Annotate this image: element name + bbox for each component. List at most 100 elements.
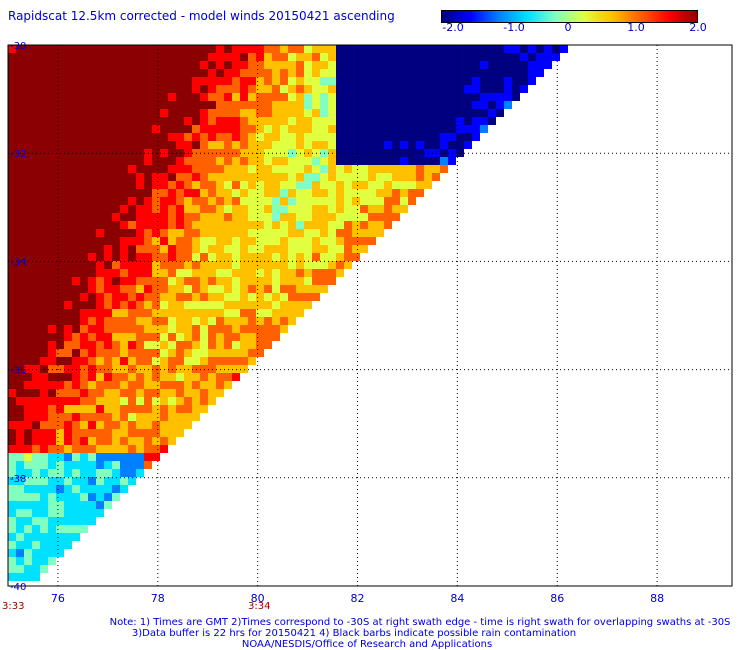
wind-difference-cell [328, 197, 336, 205]
wind-difference-cell [24, 181, 32, 189]
wind-difference-cell [64, 317, 72, 325]
wind-difference-cell [312, 173, 320, 181]
wind-difference-cell [136, 413, 144, 421]
wind-difference-cell [96, 301, 104, 309]
wind-difference-cell [80, 421, 88, 429]
x-tick-label: 78 [151, 592, 165, 605]
wind-difference-cell [40, 133, 48, 141]
wind-difference-cell [440, 45, 448, 53]
wind-difference-cell [112, 413, 120, 421]
wind-difference-cell [48, 69, 56, 77]
wind-difference-cell [408, 117, 416, 125]
wind-difference-cell [128, 333, 136, 341]
wind-difference-cell [232, 141, 240, 149]
wind-difference-cell [280, 277, 288, 285]
wind-difference-cell [416, 77, 424, 85]
wind-difference-cell [208, 373, 216, 381]
wind-difference-cell [304, 45, 312, 53]
wind-difference-cell [400, 205, 408, 213]
wind-difference-cell [160, 437, 168, 445]
wind-difference-cell [384, 141, 392, 149]
wind-difference-cell [304, 69, 312, 77]
wind-difference-cell [112, 213, 120, 221]
wind-difference-cell [136, 181, 144, 189]
wind-difference-cell [112, 45, 120, 53]
wind-difference-cell [344, 189, 352, 197]
wind-difference-cell [416, 181, 424, 189]
wind-difference-cell [32, 557, 40, 565]
wind-difference-cell [224, 165, 232, 173]
wind-difference-cell [144, 333, 152, 341]
wind-difference-cell [288, 205, 296, 213]
wind-difference-cell [184, 141, 192, 149]
wind-difference-cell [528, 53, 536, 61]
wind-difference-cell [384, 117, 392, 125]
wind-difference-cell [80, 117, 88, 125]
wind-difference-cell [88, 197, 96, 205]
wind-difference-cell [160, 133, 168, 141]
wind-difference-cell [152, 173, 160, 181]
wind-difference-cell [32, 277, 40, 285]
wind-difference-cell [16, 133, 24, 141]
wind-difference-cell [200, 141, 208, 149]
wind-difference-cell [64, 397, 72, 405]
wind-difference-cell [72, 61, 80, 69]
wind-difference-cell [352, 221, 360, 229]
wind-difference-cell [312, 133, 320, 141]
wind-difference-cell [144, 189, 152, 197]
wind-difference-cell [64, 381, 72, 389]
wind-difference-cell [424, 165, 432, 173]
wind-difference-cell [128, 293, 136, 301]
wind-difference-cell [152, 445, 160, 453]
wind-difference-cell [168, 405, 176, 413]
wind-difference-cell [272, 109, 280, 117]
wind-difference-cell [208, 173, 216, 181]
wind-difference-cell [272, 157, 280, 165]
wind-difference-cell [456, 141, 464, 149]
wind-difference-cell [144, 45, 152, 53]
wind-difference-cell [8, 85, 16, 93]
wind-difference-cell [72, 461, 80, 469]
wind-difference-cell [208, 285, 216, 293]
wind-difference-cell [144, 277, 152, 285]
wind-difference-cell [32, 445, 40, 453]
wind-difference-cell [216, 389, 224, 397]
wind-difference-cell [224, 173, 232, 181]
wind-difference-cell [32, 549, 40, 557]
wind-difference-cell [504, 77, 512, 85]
wind-difference-cell [48, 501, 56, 509]
wind-difference-cell [272, 93, 280, 101]
wind-difference-cell [136, 429, 144, 437]
wind-difference-cell [48, 125, 56, 133]
colorbar-tick-label: -2.0 [442, 21, 464, 34]
wind-difference-cell [224, 269, 232, 277]
wind-difference-cell [448, 157, 456, 165]
wind-difference-cell [16, 101, 24, 109]
wind-difference-cell [144, 85, 152, 93]
wind-difference-cell [80, 77, 88, 85]
wind-difference-cell [88, 357, 96, 365]
wind-difference-cell [184, 373, 192, 381]
wind-difference-cell [8, 549, 16, 557]
wind-difference-cell [144, 349, 152, 357]
wind-difference-cell [128, 93, 136, 101]
wind-difference-cell [136, 333, 144, 341]
wind-difference-cell [144, 53, 152, 61]
wind-difference-cell [16, 349, 24, 357]
wind-difference-cell [200, 101, 208, 109]
wind-difference-cell [152, 253, 160, 261]
wind-difference-cell [56, 389, 64, 397]
wind-difference-cell [24, 253, 32, 261]
wind-difference-cell [8, 229, 16, 237]
wind-difference-cell [240, 277, 248, 285]
wind-difference-cell [240, 77, 248, 85]
wind-difference-cell [64, 269, 72, 277]
wind-difference-cell [488, 101, 496, 109]
wind-difference-cell [352, 125, 360, 133]
wind-difference-cell [104, 381, 112, 389]
wind-difference-cell [144, 197, 152, 205]
wind-difference-cell [368, 53, 376, 61]
wind-difference-cell [232, 229, 240, 237]
wind-difference-cell [168, 165, 176, 173]
wind-difference-cell [464, 133, 472, 141]
